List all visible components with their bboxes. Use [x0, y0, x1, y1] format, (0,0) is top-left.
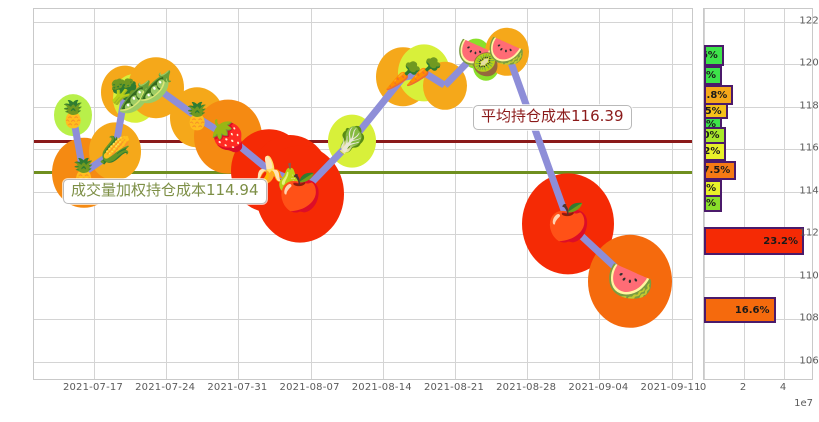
gridline-h: [704, 106, 812, 108]
price-marker-radish: 🥕: [384, 59, 423, 95]
gridline-h: [34, 276, 692, 278]
gridline-h: [704, 21, 812, 23]
price-marker-radish: 🥕: [405, 54, 443, 90]
volume-bar: 16.6%: [704, 297, 776, 323]
price-marker-peapod: 🫛: [116, 80, 154, 116]
volume-weighted-cost-annotation: 成交量加权持仓成本114.94: [63, 178, 267, 204]
volume-distribution-panel: 4.6%3.7%6.8%5.5%4.0%5.0%5.2%7.5%4.2%3.7%…: [703, 8, 813, 380]
volume-bar: 5.2%: [704, 142, 727, 161]
price-marker-kiwi: 🥝: [472, 53, 500, 79]
y-tick-label: 118: [799, 100, 819, 112]
gridline-v: [382, 9, 384, 379]
volume-bar: 23.2%: [704, 227, 804, 255]
gridline-h: [704, 149, 812, 151]
x-tick-label: 2021-09-11: [640, 382, 701, 393]
gridline-v: [744, 9, 745, 379]
price-chart-panel: 🍍 🍍 🌽 🥦 🫛 🫛 🍍 🍓 🍌 🍐 🍎 🥬 🥕 🥕 🍉 🥝 🍉 🍎 🍉: [33, 8, 693, 380]
x-tick-label: 2021-08-14: [351, 382, 412, 393]
volume-bar: 4.6%: [704, 45, 724, 66]
x-tick-label: 2021-09-04: [568, 382, 629, 393]
y-tick-label: 114: [799, 185, 819, 197]
gridline-h: [34, 319, 692, 321]
gridline-v: [527, 9, 529, 379]
gridline-v: [784, 9, 785, 379]
x-tick-label: 2021-08-28: [496, 382, 557, 393]
y-tick-label: 116: [799, 142, 819, 154]
average-cost-annotation: 平均持仓成本116.39: [473, 105, 632, 130]
reference-line-volume_weighted_holding_cost: [34, 170, 692, 174]
volume-axis-exponent: 1e7: [794, 398, 813, 409]
gridline-h: [34, 21, 692, 23]
gridline-h: [704, 361, 812, 363]
gridline-h: [704, 191, 812, 193]
gridline-h: [704, 276, 812, 278]
x-tick-label: 2021-07-31: [207, 382, 268, 393]
volume-bar: 6.8%: [704, 85, 734, 105]
gridline-v: [455, 9, 456, 379]
volume-x-tick-label: 2: [739, 382, 747, 393]
volume-bar: 3.7%: [704, 66, 722, 85]
price-marker-peapod: 🫛: [137, 69, 175, 105]
price-marker-strawberry: 🍓: [209, 118, 247, 154]
gridline-h: [34, 234, 692, 236]
volume-bar: 3.7%: [704, 195, 722, 212]
volume-bar: 5.5%: [704, 103, 728, 119]
price-marker-melon: 🍉: [487, 33, 526, 69]
y-tick-label: 122: [799, 15, 819, 27]
price-marker-corn: 🌽: [98, 136, 131, 167]
gridline-h: [704, 64, 812, 66]
x-tick-label: 2021-07-17: [62, 382, 124, 393]
price-marker-melon: 🍉: [456, 35, 495, 71]
volume-bar: 7.5%: [704, 161, 737, 180]
price-marker-pineapple: 🍍: [180, 102, 214, 133]
price-marker-broccoli: 🥦: [109, 77, 140, 106]
gridline-v: [671, 9, 673, 379]
price-marker-apple: 🍎: [546, 202, 591, 244]
price-marker-watermelon: 🍉: [606, 259, 654, 304]
volume-x-tick-label: 4: [779, 382, 787, 393]
x-tick-label: 2021-08-07: [279, 382, 340, 393]
x-tick-label: 2021-08-21: [423, 382, 485, 393]
gridline-h: [34, 361, 692, 363]
y-tick-label: 110: [799, 270, 819, 282]
x-tick-label: 2021-07-24: [135, 382, 196, 393]
y-tick-label: 120: [799, 57, 819, 69]
price-marker-pineapple: 🍍: [57, 100, 90, 131]
gridline-h: [34, 191, 692, 193]
price-marker-pear: 🍐: [272, 162, 308, 196]
y-tick-label: 112: [799, 227, 819, 239]
y-tick-label: 106: [799, 355, 819, 367]
y-tick-label: 108: [799, 312, 819, 324]
price-marker-leaf: 🥬: [335, 125, 369, 156]
price-marker-apple: 🍎: [277, 173, 323, 214]
gridline-h: [34, 106, 692, 108]
gridline-h: [34, 64, 692, 66]
volume-x-tick-label: 0: [699, 382, 707, 393]
